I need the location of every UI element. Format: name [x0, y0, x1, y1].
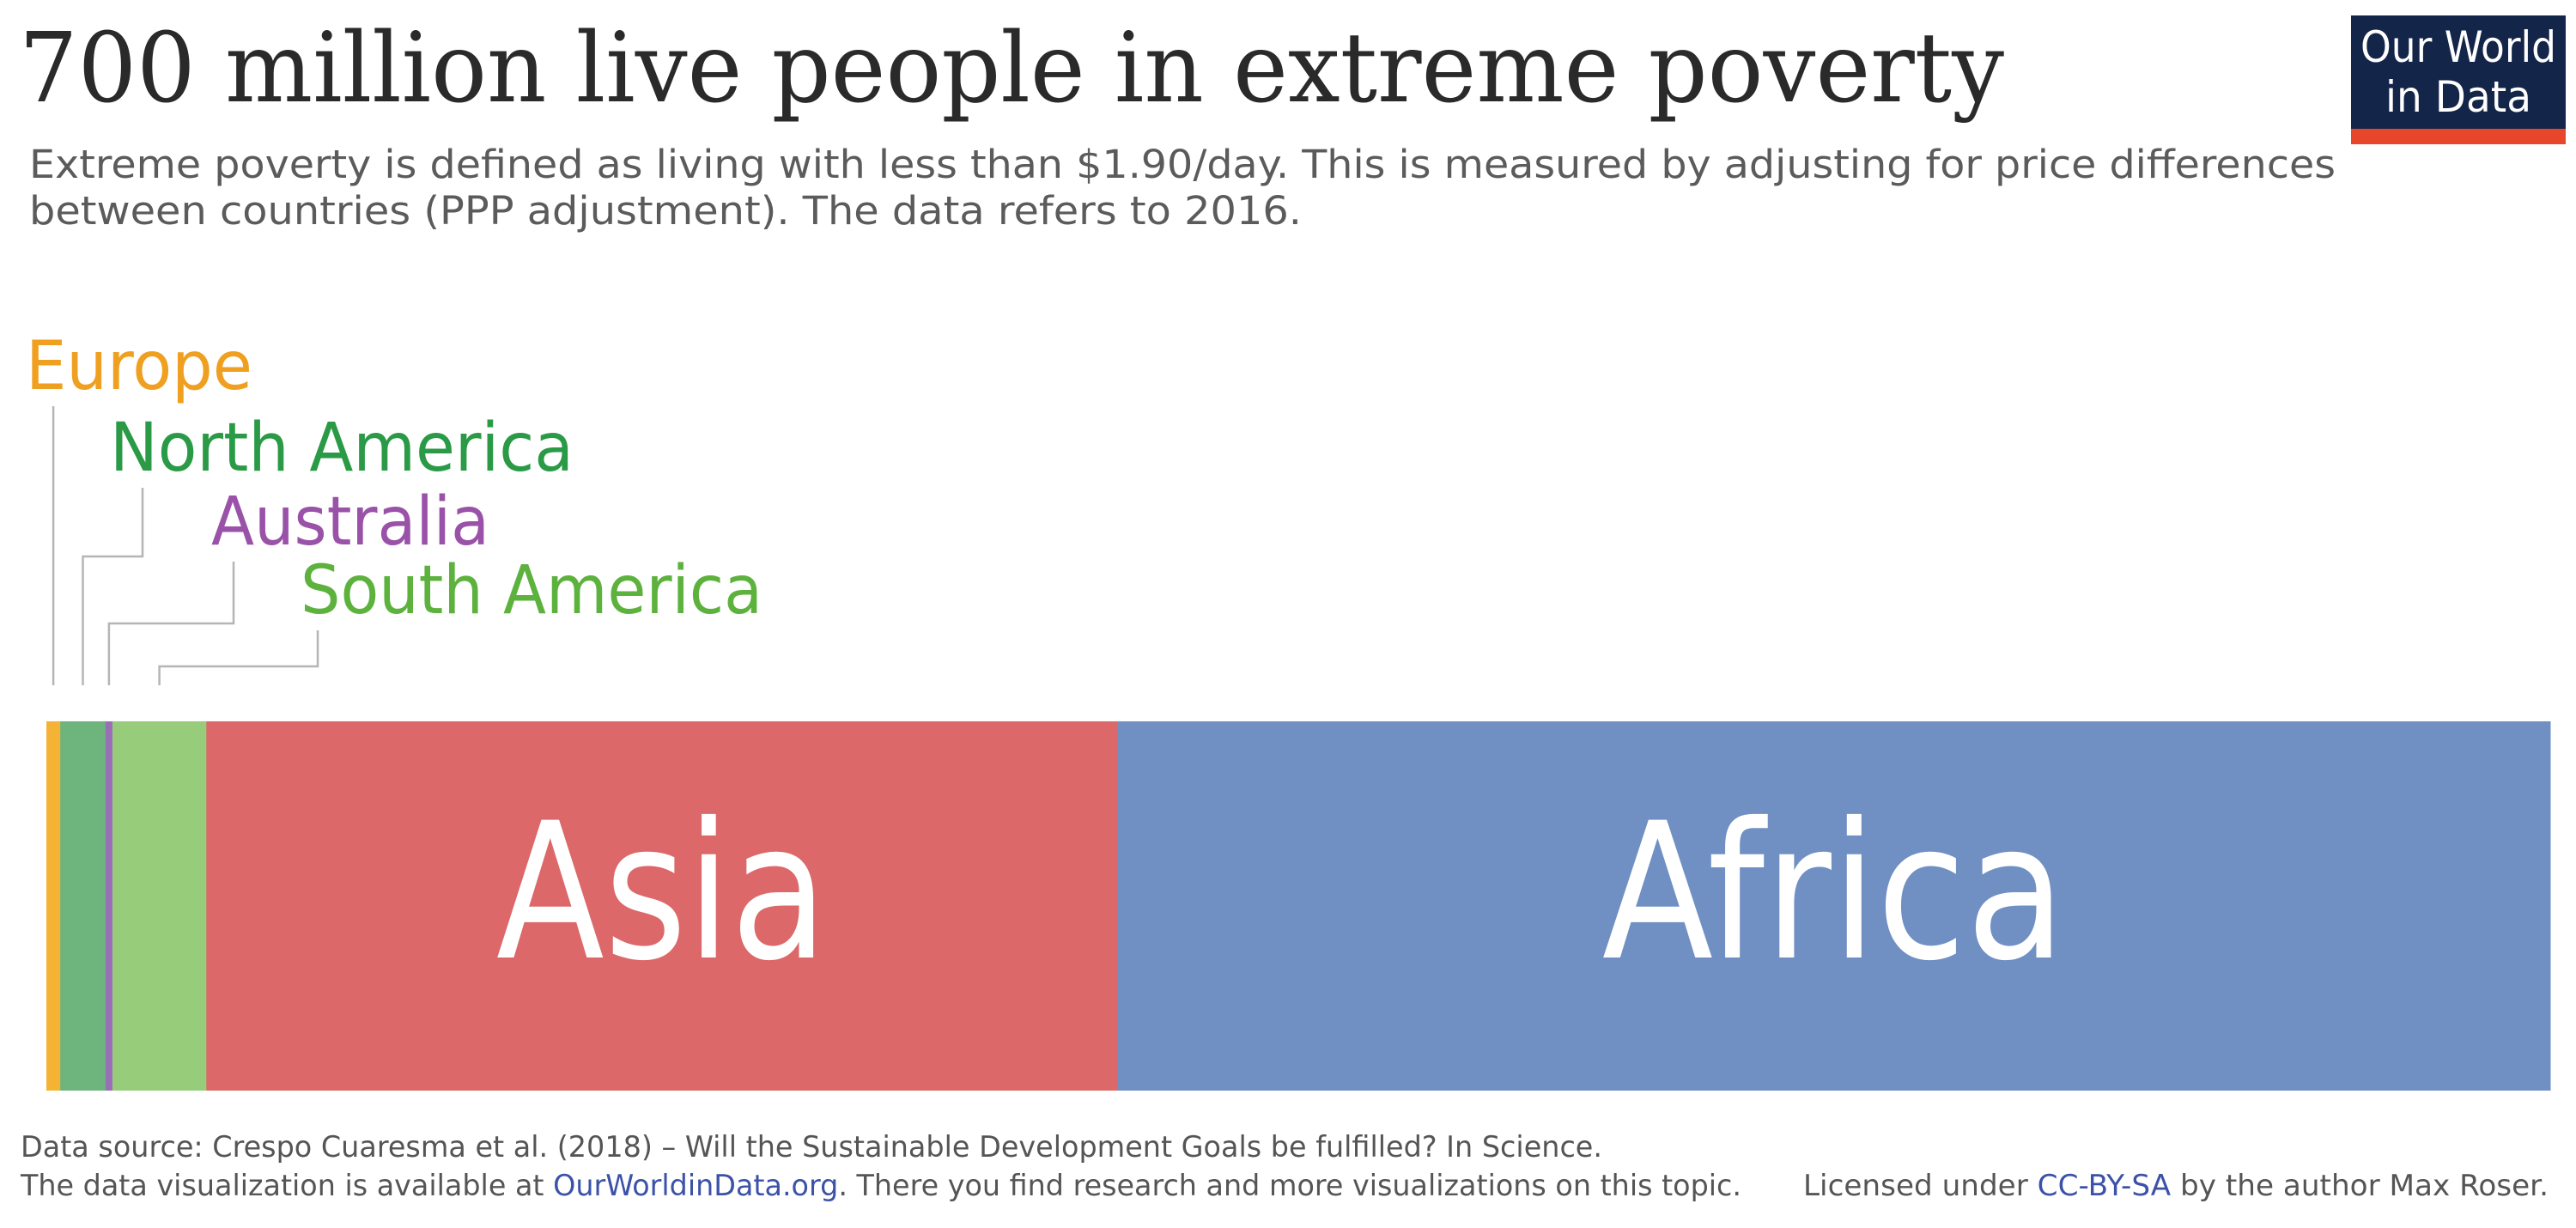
chart-subtitle-line-1: Extreme poverty is defined as living wit… [29, 142, 2336, 187]
license-link[interactable]: CC-BY-SA [2038, 1169, 2171, 1203]
chart-subtitle-line-2: between countries (PPP adjustment). The … [29, 188, 1302, 234]
logo-line-1: Our World [2360, 22, 2556, 72]
stacked-bar: Asia Africa [46, 721, 2551, 1091]
owid-link[interactable]: OurWorldinData.org [553, 1169, 838, 1203]
leader-line-north-america [82, 488, 144, 685]
bar-segment-australia [105, 721, 113, 1091]
bar-segment-africa [1117, 721, 2551, 1091]
label-asia: Asia [496, 782, 828, 1002]
availability-prefix: The data visualization is available at [20, 1169, 553, 1203]
leader-line-south-america [158, 630, 319, 685]
leader-line-australia [107, 562, 235, 685]
logo-background [2351, 15, 2566, 144]
label-australia: Australia [211, 483, 489, 561]
owid-logo[interactable]: Our World in Data [2351, 15, 2566, 144]
label-north-america: North America [110, 410, 574, 487]
bar-segment-south-america [112, 721, 207, 1091]
logo-accent-bar [2351, 129, 2566, 144]
label-europe: Europe [26, 328, 252, 405]
bar-segment-north-america [60, 721, 106, 1091]
availability-note: The data visualization is available at O… [20, 1169, 1741, 1203]
label-africa: Africa [1602, 782, 2066, 1002]
bar-segment-europe [46, 721, 61, 1091]
availability-suffix: . There you find research and more visua… [838, 1169, 1741, 1203]
data-source-note: Data source: Crespo Cuaresma et al. (201… [21, 1130, 1602, 1164]
license-note: Licensed under CC-BY-SA by the author Ma… [1803, 1169, 2549, 1203]
bar-segment-asia [206, 721, 1118, 1091]
license-prefix: Licensed under [1803, 1169, 2038, 1203]
label-south-america: South America [301, 552, 762, 629]
logo-line-2: in Data [2385, 72, 2531, 122]
license-suffix: by the author Max Roser. [2171, 1169, 2549, 1203]
label-leader-lines [52, 406, 319, 685]
chart-title: 700 million live people in extreme pover… [19, 13, 2004, 125]
